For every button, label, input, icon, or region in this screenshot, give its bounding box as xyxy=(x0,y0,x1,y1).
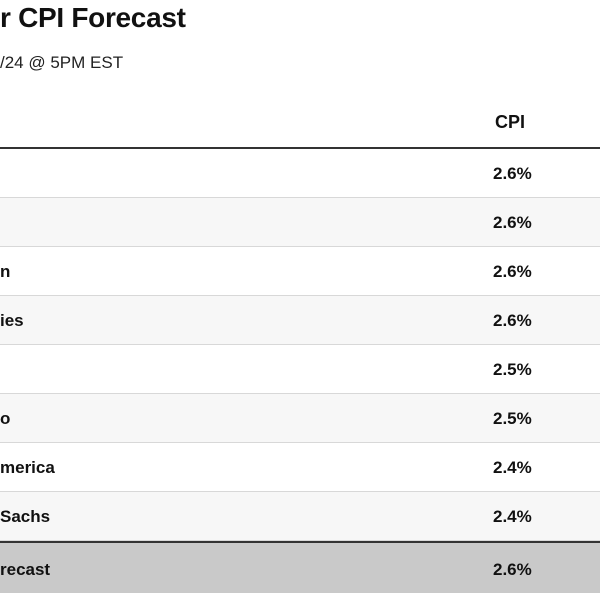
forecaster-name: o xyxy=(0,409,11,428)
cpi-value: 2.6% xyxy=(493,311,532,330)
table-row: 2.6% xyxy=(0,149,600,198)
total-cpi-value: 2.6% xyxy=(493,560,532,579)
table-row: o 2.5% xyxy=(0,394,600,443)
total-label: recast xyxy=(0,560,51,579)
table-row: ies 2.6% xyxy=(0,296,600,345)
cpi-value: 2.4% xyxy=(493,458,532,477)
column-header-cpi: CPI xyxy=(495,112,526,132)
forecaster-name: Sachs xyxy=(0,507,51,526)
page-title: r CPI Forecast xyxy=(0,2,186,33)
table-header-row: CPI xyxy=(0,100,600,149)
table-row: 2.5% xyxy=(0,345,600,394)
forecaster-name: ies xyxy=(0,311,24,330)
table-total-row: recast 2.6% xyxy=(0,541,600,593)
table-row: 2.6% xyxy=(0,198,600,247)
cpi-value: 2.5% xyxy=(493,360,532,379)
table-row: merica 2.4% xyxy=(0,443,600,492)
table-row: n 2.6% xyxy=(0,247,600,296)
cpi-value: 2.6% xyxy=(493,164,532,183)
table-row: Sachs 2.4% xyxy=(0,492,600,541)
release-time-subtitle: /24 @ 5PM EST xyxy=(0,53,124,72)
cpi-forecast-table: CPI 2.6% 2.6% n 2.6% ies 2.6% 2.5% o 2.5… xyxy=(0,100,600,593)
forecaster-name: n xyxy=(0,262,11,281)
cpi-value: 2.6% xyxy=(493,213,532,232)
forecaster-name: merica xyxy=(0,458,55,477)
cpi-value: 2.6% xyxy=(493,262,532,281)
cpi-value: 2.4% xyxy=(493,507,532,526)
cpi-value: 2.5% xyxy=(493,409,532,428)
